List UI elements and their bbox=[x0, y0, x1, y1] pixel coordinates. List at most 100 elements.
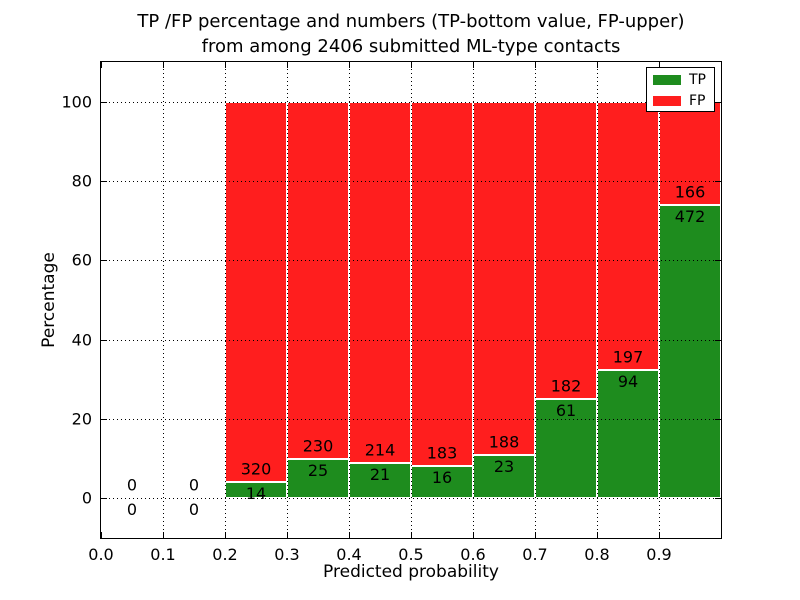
gridline-vertical bbox=[535, 62, 536, 538]
tp-count-label: 0 bbox=[188, 500, 200, 520]
x-tick-label: 0.5 bbox=[398, 545, 424, 564]
y-tick-mark-left bbox=[101, 419, 107, 420]
y-tick-label: 40 bbox=[71, 330, 92, 350]
legend-label-fp: FP bbox=[689, 92, 706, 109]
x-tick-label: 0.8 bbox=[584, 545, 610, 564]
x-tick-mark-bottom bbox=[287, 532, 288, 538]
y-axis-label: Percentage bbox=[39, 252, 59, 348]
tp-count-label: 25 bbox=[307, 461, 329, 481]
chart-title: TP /FP percentage and numbers (TP-bottom… bbox=[137, 9, 684, 59]
gridline-vertical bbox=[597, 62, 598, 538]
fp-count-label: 182 bbox=[550, 376, 582, 396]
y-tick-mark-left bbox=[101, 181, 107, 182]
y-tick-mark-right bbox=[715, 260, 721, 262]
x-tick-mark-bottom bbox=[473, 532, 474, 538]
fp-bar-segment bbox=[287, 101, 349, 460]
tp-count-label: 472 bbox=[674, 206, 706, 226]
x-tick-mark-top bbox=[101, 62, 102, 68]
fp-count-label: 197 bbox=[612, 347, 644, 367]
tp-count-label: 61 bbox=[555, 400, 577, 420]
x-tick-label: 0.6 bbox=[460, 545, 486, 564]
chart-title-line2: from among 2406 submitted ML-type contac… bbox=[201, 36, 621, 57]
y-tick-mark-right bbox=[715, 181, 721, 182]
y-tick-label: 100 bbox=[61, 92, 92, 112]
legend-swatch-tp bbox=[653, 74, 681, 85]
fp-bar-segment bbox=[597, 101, 659, 371]
x-tick-mark-top bbox=[287, 62, 288, 68]
x-tick-mark-bottom bbox=[597, 532, 598, 538]
x-tick-label: 0.1 bbox=[150, 545, 176, 564]
legend-label-tp: TP bbox=[689, 71, 706, 88]
x-tick-mark-bottom bbox=[101, 532, 102, 538]
gridline-vertical bbox=[225, 62, 226, 538]
y-tick-label: 0 bbox=[81, 488, 92, 508]
x-tick-label: 0.9 bbox=[646, 545, 672, 564]
legend: TP FP bbox=[646, 67, 715, 112]
x-tick-mark-top bbox=[659, 62, 660, 68]
y-tick-mark-right bbox=[715, 498, 721, 500]
fp-count-label: 166 bbox=[674, 182, 706, 202]
legend-swatch-fp bbox=[653, 95, 681, 106]
x-tick-label: 0.7 bbox=[522, 545, 548, 564]
x-tick-mark-bottom bbox=[225, 532, 226, 538]
tp-bar-segment bbox=[659, 204, 721, 499]
x-tick-label: 0.0 bbox=[88, 545, 114, 564]
x-tick-mark-bottom bbox=[411, 532, 412, 538]
fp-bar-segment bbox=[411, 101, 473, 467]
x-tick-mark-top bbox=[163, 62, 164, 68]
x-axis-label: Predicted probability bbox=[323, 562, 499, 582]
x-tick-mark-top bbox=[411, 62, 412, 68]
x-tick-mark-top bbox=[473, 62, 474, 68]
y-tick-mark-right bbox=[715, 101, 721, 103]
x-tick-mark-top bbox=[225, 62, 226, 68]
tp-count-label: 23 bbox=[493, 457, 515, 477]
legend-item-fp: FP bbox=[653, 91, 714, 110]
legend-item-tp: TP bbox=[653, 70, 714, 89]
chart-title-line1: TP /FP percentage and numbers (TP-bottom… bbox=[137, 11, 685, 32]
gridline-vertical bbox=[349, 62, 350, 538]
gridline-vertical bbox=[659, 62, 660, 538]
fp-count-label: 188 bbox=[488, 432, 520, 452]
y-tick-mark-left bbox=[101, 260, 107, 262]
tp-count-label: 0 bbox=[126, 500, 138, 520]
x-tick-label: 0.4 bbox=[336, 545, 362, 564]
fp-bar-segment bbox=[225, 101, 287, 482]
y-tick-mark-right bbox=[715, 419, 721, 420]
tp-bar-segment bbox=[411, 466, 473, 499]
x-tick-mark-bottom bbox=[163, 532, 164, 538]
gridline-vertical bbox=[287, 62, 288, 538]
x-tick-mark-top bbox=[349, 62, 350, 68]
tp-count-label: 16 bbox=[431, 468, 453, 488]
y-tick-mark-right bbox=[715, 339, 721, 341]
gridline-vertical bbox=[163, 62, 164, 538]
y-tick-label: 80 bbox=[71, 171, 92, 191]
fp-bar-segment bbox=[535, 101, 597, 399]
y-tick-mark-left bbox=[101, 498, 107, 500]
tp-bar-segment bbox=[535, 398, 597, 499]
x-tick-mark-top bbox=[535, 62, 536, 68]
x-tick-mark-bottom bbox=[349, 532, 350, 538]
tp-bar-segment bbox=[287, 459, 349, 499]
x-tick-label: 0.2 bbox=[212, 545, 238, 564]
fp-count-label: 183 bbox=[426, 444, 458, 464]
x-tick-mark-top bbox=[597, 62, 598, 68]
y-tick-mark-left bbox=[101, 339, 107, 341]
fp-count-label: 320 bbox=[240, 459, 272, 479]
x-tick-mark-bottom bbox=[535, 532, 536, 538]
y-tick-label: 60 bbox=[71, 250, 92, 270]
fp-count-label: 230 bbox=[302, 437, 334, 457]
fp-count-label: 0 bbox=[126, 475, 138, 495]
fp-count-label: 0 bbox=[188, 475, 200, 495]
fp-bar-segment bbox=[349, 101, 411, 463]
x-tick-label: 0.3 bbox=[274, 545, 300, 564]
y-tick-mark-left bbox=[101, 101, 107, 103]
tp-count-label: 21 bbox=[369, 464, 391, 484]
gridline-vertical bbox=[411, 62, 412, 538]
y-tick-label: 20 bbox=[71, 409, 92, 429]
gridline-vertical bbox=[473, 62, 474, 538]
fp-bar-segment bbox=[473, 101, 535, 456]
tp-count-label: 14 bbox=[245, 483, 267, 503]
x-tick-mark-bottom bbox=[659, 532, 660, 538]
fp-count-label: 214 bbox=[364, 440, 396, 460]
